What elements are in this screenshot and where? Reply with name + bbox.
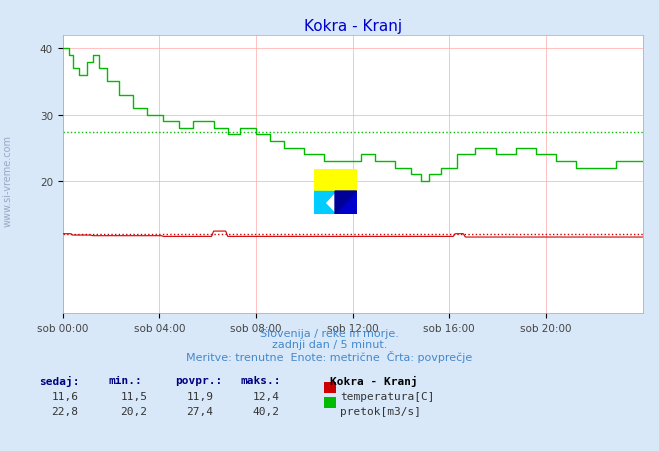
Polygon shape: [314, 192, 335, 214]
Text: povpr.:: povpr.:: [175, 375, 222, 385]
Text: 11,9: 11,9: [186, 391, 214, 401]
Text: temperatura[C]: temperatura[C]: [340, 391, 434, 401]
Text: 20,2: 20,2: [121, 406, 148, 416]
Text: 11,5: 11,5: [121, 391, 148, 401]
Text: 27,4: 27,4: [186, 406, 214, 416]
Text: min.:: min.:: [109, 375, 142, 385]
Text: 12,4: 12,4: [252, 391, 279, 401]
Text: Kokra - Kranj: Kokra - Kranj: [330, 375, 417, 386]
Text: pretok[m3/s]: pretok[m3/s]: [340, 406, 421, 416]
Text: Slovenija / reke in morje.: Slovenija / reke in morje.: [260, 328, 399, 338]
Text: sedaj:: sedaj:: [40, 375, 80, 386]
Text: 40,2: 40,2: [252, 406, 279, 416]
Title: Kokra - Kranj: Kokra - Kranj: [304, 18, 401, 33]
Text: maks.:: maks.:: [241, 375, 281, 385]
Polygon shape: [335, 192, 357, 214]
Polygon shape: [314, 192, 335, 214]
Polygon shape: [314, 169, 357, 192]
Text: 22,8: 22,8: [51, 406, 78, 416]
Text: zadnji dan / 5 minut.: zadnji dan / 5 minut.: [272, 339, 387, 349]
Text: www.si-vreme.com: www.si-vreme.com: [3, 134, 13, 226]
Text: 11,6: 11,6: [51, 391, 78, 401]
Polygon shape: [335, 192, 357, 214]
Text: Meritve: trenutne  Enote: metrične  Črta: povprečje: Meritve: trenutne Enote: metrične Črta: …: [186, 350, 473, 362]
